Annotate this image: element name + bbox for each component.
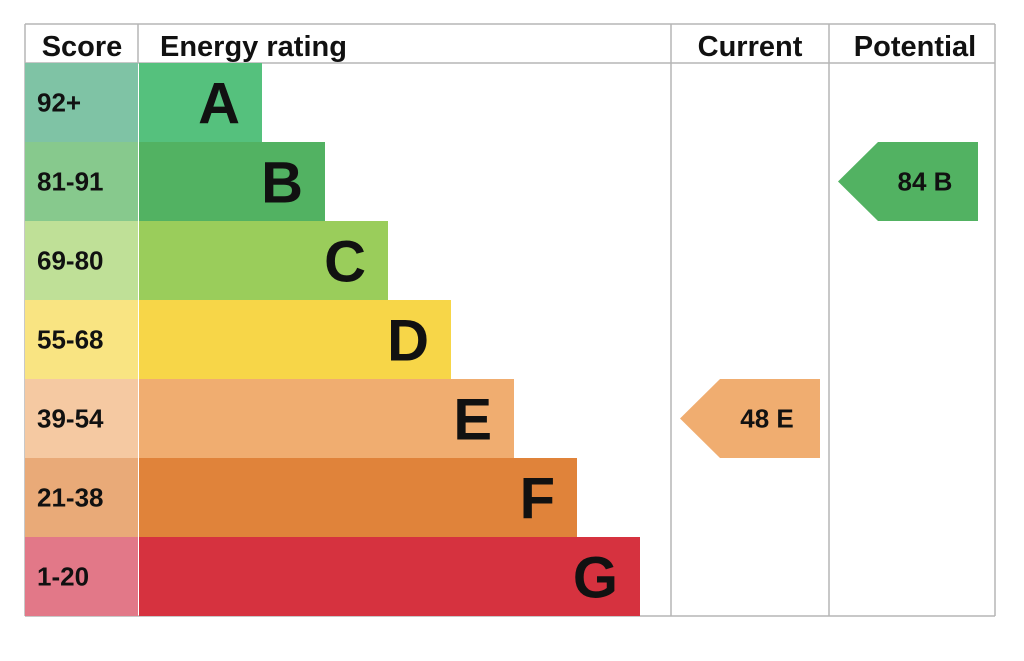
score-cell	[25, 379, 138, 458]
rating-letter: A	[198, 72, 240, 137]
score-label: 69-80	[37, 246, 104, 276]
rating-bar	[139, 537, 640, 616]
current-rating-arrow: 48 E	[680, 379, 820, 458]
band-a: 92+ A	[25, 63, 262, 142]
rating-arrows: 48 E 84 B	[680, 142, 978, 458]
potential-rating-arrow-shape	[838, 142, 978, 221]
rating-letter: E	[453, 388, 492, 453]
rating-letter: C	[324, 230, 366, 295]
rating-bar	[139, 379, 514, 458]
rating-letter: B	[261, 151, 303, 216]
score-label: 92+	[37, 88, 81, 118]
score-label: 55-68	[37, 325, 104, 355]
potential-rating-arrow-label: 84 B	[898, 167, 953, 197]
score-label: 1-20	[37, 562, 89, 592]
band-e: 39-54 E	[25, 379, 514, 458]
score-cell	[25, 63, 138, 142]
potential-rating-arrow: 84 B	[838, 142, 978, 221]
band-g: 1-20 G	[25, 537, 640, 616]
score-label: 21-38	[37, 483, 104, 513]
header-row: Score Energy rating Current Potential	[42, 31, 977, 63]
current-rating-arrow-label: 48 E	[740, 404, 794, 434]
rating-letter: F	[520, 467, 555, 532]
band-c: 69-80 C	[25, 221, 388, 300]
header-current: Current	[698, 31, 803, 63]
score-cell	[25, 221, 138, 300]
rating-letter: D	[387, 309, 429, 374]
rating-bar	[139, 63, 262, 142]
rating-bar	[139, 458, 577, 537]
rating-bands: 92+ A 81-91 B 69-80 C 55-68 D 39-54 E 21-38 F 1-20 G	[25, 63, 640, 616]
rating-bar	[139, 221, 388, 300]
header-energy-rating: Energy rating	[160, 31, 347, 63]
rating-bar	[139, 142, 325, 221]
band-b: 81-91 B	[25, 142, 325, 221]
score-cell	[25, 142, 138, 221]
band-d: 55-68 D	[25, 300, 451, 379]
score-cell	[25, 300, 138, 379]
current-rating-arrow-shape	[680, 379, 820, 458]
rating-letter: G	[573, 546, 618, 611]
score-cell	[25, 537, 138, 616]
score-label: 39-54	[37, 404, 104, 434]
rating-bar	[139, 300, 451, 379]
header-potential: Potential	[854, 31, 976, 63]
score-cell	[25, 458, 138, 537]
band-f: 21-38 F	[25, 458, 577, 537]
header-score: Score	[42, 31, 123, 63]
score-label: 81-91	[37, 167, 104, 197]
